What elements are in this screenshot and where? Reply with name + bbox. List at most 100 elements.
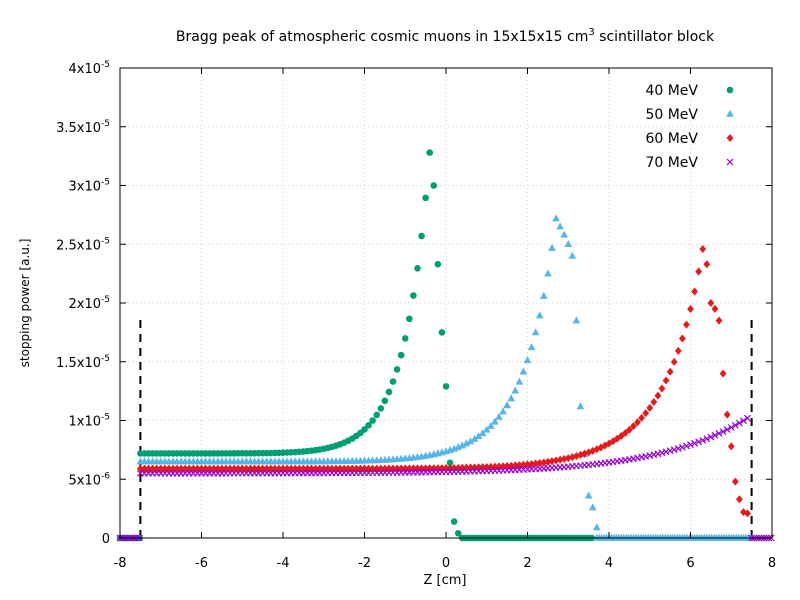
data-point [365, 421, 372, 429]
data-point [703, 435, 711, 443]
data-point [389, 378, 397, 385]
data-point [568, 251, 577, 259]
legend-label: 70 MeV [645, 155, 698, 171]
data-point [731, 421, 739, 429]
data-point [666, 367, 674, 376]
y-axis-label: stopping power [a.u.] [18, 239, 32, 368]
series-40-mev [116, 149, 596, 542]
data-point [523, 356, 532, 364]
data-point [381, 397, 389, 405]
data-point [727, 442, 735, 451]
data-point [397, 351, 405, 359]
legend-symbol [726, 86, 734, 94]
data-point [695, 267, 703, 276]
data-point [507, 394, 515, 402]
data-point [723, 410, 731, 419]
data-point [540, 458, 548, 467]
x-tick-label: 6 [686, 556, 694, 571]
data-point [450, 518, 458, 525]
data-point [744, 414, 751, 422]
data-point [699, 436, 707, 444]
data-point [422, 464, 430, 473]
data-point [715, 316, 723, 325]
data-point [719, 428, 727, 435]
data-point [519, 367, 528, 375]
data-point [422, 194, 429, 202]
legend-symbol [726, 158, 734, 166]
data-point [670, 357, 678, 366]
data-point [401, 464, 409, 473]
y-tick-label: 3x10-5 [69, 178, 111, 195]
legend-symbol [726, 134, 734, 142]
data-point [426, 149, 434, 156]
data-point [535, 311, 544, 319]
x-tick-label: -2 [358, 556, 371, 571]
data-point [442, 383, 450, 390]
data-point [503, 401, 511, 409]
x-tick-label: -8 [114, 556, 127, 571]
data-point [658, 384, 666, 393]
data-point [458, 441, 467, 449]
legend: 40 MeV 50 MeV 60 MeV 70 MeV [645, 83, 734, 171]
data-point [662, 448, 670, 456]
data-point [584, 491, 593, 499]
data-point [625, 425, 633, 434]
data-point [711, 304, 719, 313]
data-point [646, 403, 654, 412]
data-point [491, 417, 499, 425]
data-point [744, 509, 751, 518]
data-point [687, 441, 694, 449]
block-edge-markers [139, 317, 753, 538]
data-point [438, 329, 446, 336]
y-tick-label: 2x10-5 [69, 295, 111, 312]
data-point [495, 412, 503, 420]
data-point [299, 464, 307, 473]
data-point [670, 446, 678, 454]
data-point [621, 428, 629, 437]
data-point [259, 464, 267, 473]
legend-label: 40 MeV [645, 83, 698, 99]
data-point [406, 315, 413, 323]
data-point [740, 417, 747, 425]
data-point [736, 495, 743, 504]
series-50-mev [136, 214, 755, 541]
data-point [735, 419, 743, 427]
legend-label: 60 MeV [645, 131, 698, 147]
data-point [401, 335, 409, 342]
data-point [691, 287, 698, 296]
data-point [588, 503, 597, 511]
data-point [515, 377, 524, 385]
y-tick-label: 5x10-6 [69, 471, 111, 488]
data-point [683, 320, 690, 329]
data-point [279, 464, 287, 473]
y-tick-label: 4x10-5 [69, 60, 111, 77]
data-point [466, 437, 475, 445]
data-point [414, 265, 421, 272]
data-point [544, 269, 552, 277]
data-point [707, 433, 715, 441]
data-point [719, 369, 727, 378]
data-point [552, 456, 560, 465]
data-point [572, 316, 581, 324]
data-point [592, 523, 601, 531]
data-point [369, 417, 376, 424]
data-point [703, 260, 711, 269]
data-point [340, 464, 348, 473]
data-point [474, 432, 483, 440]
data-point [727, 424, 735, 431]
data-point [482, 425, 491, 433]
data-point [377, 405, 385, 412]
data-point [320, 464, 328, 473]
data-point [462, 439, 471, 447]
data-point [634, 418, 641, 427]
data-point [499, 407, 507, 415]
data-point [666, 447, 674, 455]
data-point [462, 463, 470, 472]
data-point [487, 421, 495, 429]
data-point [642, 409, 650, 418]
data-point [699, 244, 707, 253]
data-point [540, 291, 548, 299]
data-point [393, 366, 401, 373]
data-point [662, 376, 670, 385]
data-point [674, 346, 682, 355]
